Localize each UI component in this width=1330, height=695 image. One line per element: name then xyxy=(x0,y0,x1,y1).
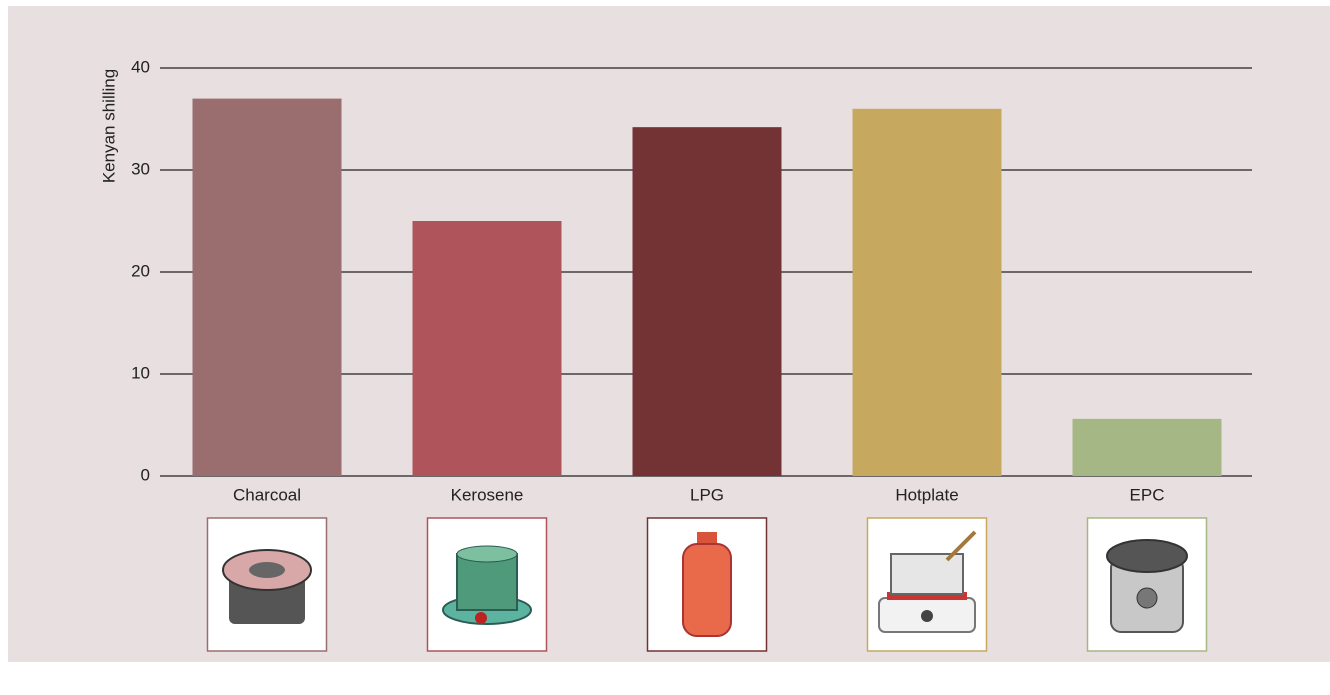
bar xyxy=(632,127,782,476)
x-tick-label: Hotplate xyxy=(895,485,958,504)
icons xyxy=(222,530,1188,637)
electric-pressure-cooker-icon xyxy=(1106,539,1188,633)
bar xyxy=(192,98,342,476)
x-tick-label: LPG xyxy=(690,485,724,504)
y-axis-label: Kenyan shilling xyxy=(99,69,118,183)
bar xyxy=(1072,418,1222,476)
x-tick-label: Charcoal xyxy=(233,485,301,504)
y-tick-label: 10 xyxy=(131,363,150,382)
y-tick-label: 20 xyxy=(131,261,150,280)
hotplate-icon xyxy=(878,530,977,633)
charcoal-stove-icon xyxy=(222,549,312,624)
bar xyxy=(412,221,562,476)
x-tick-label: EPC xyxy=(1130,485,1165,504)
x-tick-label: Kerosene xyxy=(451,485,524,504)
y-tick-label: 30 xyxy=(131,159,150,178)
lpg-cylinder-icon xyxy=(682,532,732,637)
kerosene-stove-icon xyxy=(442,545,532,625)
y-tick-label: 40 xyxy=(131,57,150,76)
y-tick-label: 0 xyxy=(141,465,150,484)
bar xyxy=(852,108,1002,477)
